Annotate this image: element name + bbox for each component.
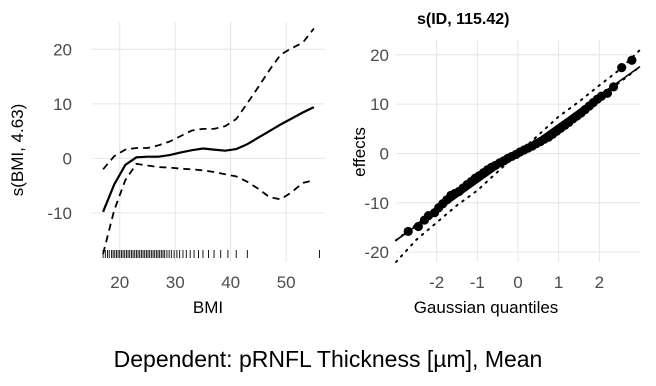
id-effect-point-48 bbox=[617, 63, 627, 73]
id-x-tick-label-0: -2 bbox=[429, 273, 444, 292]
bmi-panel-grid bbox=[92, 22, 325, 262]
id-x-axis-title: Gaussian quantiles bbox=[414, 298, 559, 317]
id-effect-point-1 bbox=[413, 221, 423, 232]
bmi-panel-y-ticks: -10 0 10 20 bbox=[47, 40, 72, 223]
id-effect-point-46 bbox=[602, 88, 613, 98]
bmi-smooth-line bbox=[102, 106, 315, 213]
id-effect-points bbox=[403, 55, 637, 237]
id-panel-x-ticks: -2 -1 0 1 2 bbox=[429, 273, 604, 292]
bmi-y-tick-label-0: -10 bbox=[47, 204, 72, 223]
id-y-tick-label-4: 20 bbox=[370, 46, 389, 65]
bmi-y-axis-title: s(BMI, 4.63) bbox=[8, 104, 27, 197]
bmi-x-tick-label-0: 20 bbox=[110, 273, 129, 292]
bmi-ci-line-1 bbox=[102, 27, 315, 170]
id-y-tick-label-1: -10 bbox=[364, 194, 389, 213]
id-effect-point-47 bbox=[608, 82, 619, 92]
id-y-tick-label-0: -20 bbox=[364, 243, 389, 262]
id-x-tick-label-4: 2 bbox=[595, 273, 604, 292]
bmi-y-tick-label-1: 0 bbox=[63, 149, 72, 168]
id-effect-point-49 bbox=[627, 55, 637, 65]
bmi-x-axis-title: BMI bbox=[193, 298, 223, 317]
id-y-tick-label-2: 0 bbox=[380, 144, 389, 163]
id-x-tick-label-3: 1 bbox=[554, 273, 563, 292]
bmi-y-tick-label-3: 20 bbox=[53, 40, 72, 59]
id-x-tick-label-1: -1 bbox=[470, 273, 485, 292]
id-panel-title: s(ID, 115.42) bbox=[417, 11, 510, 28]
bmi-panel-lines bbox=[102, 27, 315, 255]
id-y-axis-title: effects bbox=[350, 127, 369, 177]
bmi-x-tick-label-2: 40 bbox=[221, 273, 240, 292]
bmi-x-tick-label-1: 30 bbox=[166, 273, 185, 292]
id-panel-y-ticks: -20 -10 0 10 20 bbox=[364, 46, 389, 262]
id-y-tick-label-3: 10 bbox=[370, 95, 389, 114]
id-x-tick-label-2: 0 bbox=[513, 273, 522, 292]
bmi-y-tick-label-2: 10 bbox=[53, 95, 72, 114]
bmi-x-tick-label-3: 50 bbox=[277, 273, 296, 292]
bmi-panel-x-ticks: 20 30 40 50 bbox=[110, 273, 295, 292]
bmi-smooth-panel: -10 0 10 20 20 30 40 50 BMI s(BMI, 4.63) bbox=[8, 22, 325, 317]
bmi-rug bbox=[102, 250, 320, 258]
id-panel-grid bbox=[396, 40, 640, 262]
bmi-ci-line-2 bbox=[102, 162, 315, 255]
figure-caption: Dependent: pRNFL Thickness [µm], Mean bbox=[114, 346, 543, 372]
id-effect-point-0 bbox=[403, 226, 413, 237]
